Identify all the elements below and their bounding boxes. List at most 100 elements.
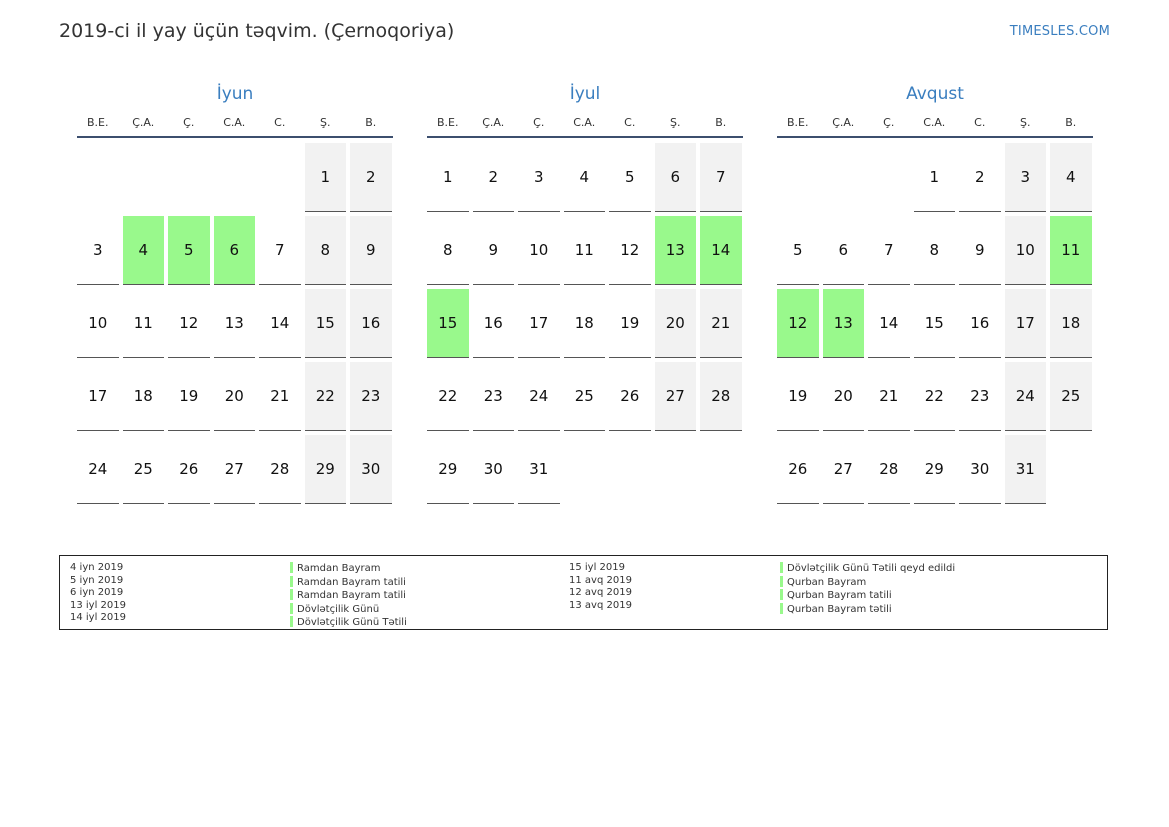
weekday-label: Ç. (883, 115, 895, 129)
weekday-label: Ç. (533, 115, 545, 129)
day-cell: 23 (472, 362, 514, 431)
month-name: İyun (216, 84, 254, 104)
holiday-day-cell: 15 (427, 289, 469, 358)
page-title: 2019-ci il yay üçün təqvim. (Çernoqoriya… (59, 20, 455, 42)
day-cell: 20 (654, 289, 696, 358)
day-cell: 16 (350, 289, 392, 358)
day-cell: 27 (822, 435, 864, 504)
day-cell: 29 (304, 435, 346, 504)
weekday-header: B.E. Ç.A. Ç. C.A. C. Ş. B. (777, 108, 1093, 138)
holiday-day-cell: 5 (168, 216, 210, 285)
weekday-label: Ç.A. (132, 115, 155, 129)
holiday-day-cell: 11 (1050, 216, 1092, 285)
day-cell: 26 (168, 435, 210, 504)
day-cell: 20 (213, 362, 255, 431)
day-cell: 17 (1004, 289, 1046, 358)
day-cell: 6 (822, 216, 864, 285)
legend-date: 11 avq 2019 (569, 574, 632, 586)
weekday-label: Ş. (1020, 115, 1031, 129)
day-cell: 25 (1050, 362, 1092, 431)
day-cell: 24 (77, 435, 119, 504)
empty-day-cell (823, 143, 865, 212)
day-cell: 17 (518, 289, 560, 358)
legend-row: Qurban Bayram (780, 575, 955, 590)
legend-date: 14 iyl 2019 (70, 612, 127, 623)
weekday-label: B.E. (787, 115, 809, 129)
day-cell: 2 (959, 143, 1001, 212)
month-name: Avqust (906, 84, 964, 104)
weekday-label: Ş. (320, 115, 331, 129)
legend-row: Ramdan Bayram tatili (290, 575, 407, 590)
day-cell: 28 (259, 435, 301, 504)
day-cell: 7 (700, 143, 742, 212)
weekday-label: B. (1065, 115, 1077, 129)
holiday-day-cell: 14 (700, 216, 742, 285)
legend-row: 14 iyl 2019 (70, 612, 126, 625)
day-cell: 11 (122, 289, 164, 358)
day-cell: 5 (777, 216, 819, 285)
day-cell: 29 (913, 435, 955, 504)
day-cell: 31 (1004, 435, 1046, 504)
weekday-label: Ç. (183, 115, 195, 129)
day-cell: 29 (427, 435, 469, 504)
legend-row: Qurban Bayram tatili (780, 589, 955, 603)
weekday-label: B. (365, 115, 377, 129)
day-cell: 17 (77, 362, 119, 431)
day-cell: 24 (518, 362, 560, 431)
empty-day-cell (777, 143, 819, 212)
holiday-color-marker (290, 575, 293, 587)
legend-names-right: Dövlətçilik Günü Tətili qeyd edildi Qurba… (780, 562, 955, 616)
holiday-color-marker (780, 562, 783, 573)
day-cell: 15 (913, 289, 955, 358)
day-cell: 12 (609, 216, 651, 285)
day-cell: 25 (122, 435, 164, 504)
day-cell: 8 (304, 216, 346, 285)
day-cell: 9 (472, 216, 514, 285)
holiday-day-cell: 13 (822, 289, 864, 358)
day-grid: 1 2 3 4 5 6 7 8 9 10 11 12 13 14 15 16 17 18 19 20 21 22 23 24 2… (427, 143, 743, 504)
holiday-legend: 4 iyn 2019 5 iyn 2019 6 iyn 2019 13 iyl 201… (59, 555, 1108, 630)
day-grid: 1 2 3 4 5 6 7 8 9 10 11 12 13 14 15 16 17 18 19 20 21 22 23 24 2… (777, 143, 1093, 504)
legend-holiday-name: Dövlətçilik Günü Tətili qeyd edildi (787, 563, 956, 574)
empty-day-cell (168, 143, 210, 212)
day-cell: 27 (654, 362, 696, 431)
holiday-color-marker (290, 589, 293, 600)
empty-day-cell (123, 143, 165, 212)
legend-row: Qurban Bayram tətili (780, 602, 955, 617)
legend-holiday-name: Ramdan Bayram (297, 563, 381, 574)
legend-row: 11 avq 2019 (569, 575, 632, 588)
day-cell: 21 (259, 362, 301, 431)
brand-link[interactable]: TIMESLES.COM (1009, 24, 1110, 39)
day-cell: 1 (913, 143, 955, 212)
month-july: İyul B.E. Ç.A. Ç. C.A. C. Ş. B. 1 2 3 4 5 6 7 8 9 10 11 1… (427, 80, 743, 504)
legend-date: 15 iyl 2019 (569, 562, 626, 573)
day-cell: 30 (959, 435, 1001, 504)
day-cell: 11 (563, 216, 605, 285)
day-cell: 9 (959, 216, 1001, 285)
day-cell: 5 (609, 143, 651, 212)
weekday-label: Ç.A. (832, 115, 855, 129)
weekday-header: B.E. Ç.A. Ç. C.A. C. Ş. B. (77, 108, 393, 138)
day-cell: 21 (700, 289, 742, 358)
day-cell: 25 (563, 362, 605, 431)
day-cell: 14 (259, 289, 301, 358)
empty-day-cell (609, 435, 651, 504)
day-cell: 10 (518, 216, 560, 285)
legend-holiday-name: Ramdan Bayram tatili (297, 576, 406, 588)
legend-row: 13 iyl 2019 (70, 600, 126, 613)
day-cell: 2 (350, 143, 392, 212)
legend-row: 15 iyl 2019 (569, 562, 632, 575)
day-cell: 31 (518, 435, 560, 504)
day-cell: 4 (563, 143, 605, 212)
day-grid: 1 2 3 4 5 6 7 8 9 10 11 12 13 14 15 16 17 18 19 20 21 22 23 24 2… (77, 143, 393, 504)
day-cell: 16 (472, 289, 514, 358)
day-cell: 2 (472, 143, 514, 212)
legend-date: 5 iyn 2019 (70, 574, 124, 586)
legend-row: 13 avq 2019 (569, 600, 632, 613)
legend-date: 12 avq 2019 (569, 587, 632, 598)
legend-holiday-name: Qurban Bayram tətili (787, 603, 892, 615)
legend-holiday-name: Qurban Bayram (787, 576, 867, 588)
day-cell: 3 (77, 216, 119, 285)
empty-day-cell (700, 435, 742, 504)
day-cell: 8 (913, 216, 955, 285)
